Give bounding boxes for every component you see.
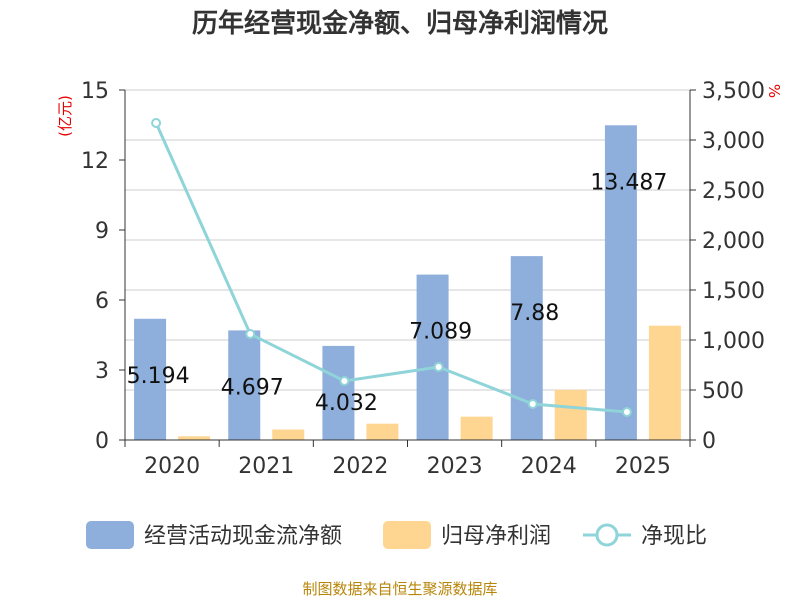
bar-net-profit-2020 xyxy=(178,436,211,440)
legend-label-net-profit: 归母净利润 xyxy=(441,524,551,549)
left-tick-label-1: 3 xyxy=(95,359,109,384)
right-tick-label-7: 3,500 xyxy=(702,79,765,104)
bar-net-profit-2024 xyxy=(554,389,587,440)
legend: 经营活动现金流净额 归母净利润 净现比 xyxy=(86,521,707,549)
data-label-operating-cash-flow-2023: 7.089 xyxy=(409,320,472,345)
left-tick-label-5: 15 xyxy=(81,79,109,104)
cash-ratio-point-2025 xyxy=(621,407,632,417)
bar-operating-cash-flow-2025 xyxy=(604,125,637,440)
x-axis-ticks: 2020 2021 2022 2023 2024 2025 xyxy=(124,440,691,479)
legend-label-cash-ratio: 净现比 xyxy=(641,524,707,549)
x-tick-label-2025: 2025 xyxy=(615,454,671,479)
right-tick-label-5: 2,500 xyxy=(702,179,765,204)
right-tick-label-2: 1,000 xyxy=(702,329,765,354)
right-axis-unit: % xyxy=(765,84,783,98)
bar-net-profit-2023 xyxy=(460,416,493,440)
cash-ratio-line xyxy=(151,118,632,417)
data-label-operating-cash-flow-2025: 13.487 xyxy=(590,170,667,195)
data-labels: 5.194 4.697 4.032 7.089 7.88 13.487 xyxy=(127,170,668,416)
x-tick-label-2023: 2023 xyxy=(427,454,483,479)
bars-operating-cash-flow xyxy=(134,125,637,440)
right-tick-label-3: 1,500 xyxy=(702,279,765,304)
x-tick-label-2020: 2020 xyxy=(144,454,200,479)
cash-ratio-point-2022 xyxy=(339,376,350,386)
right-tick-label-1: 500 xyxy=(702,379,744,404)
source-note: 制图数据来自恒生聚源数据库 xyxy=(302,580,497,598)
cash-ratio-point-2020 xyxy=(151,118,162,128)
cash-ratio-polyline xyxy=(154,122,628,414)
bar-operating-cash-flow-2022 xyxy=(322,345,355,440)
bar-operating-cash-flow-2020 xyxy=(134,318,167,440)
bar-net-profit-2021 xyxy=(272,429,305,440)
x-tick-label-2022: 2022 xyxy=(332,454,388,479)
chart-title: 历年经营现金净额、归母净利润情况 xyxy=(192,8,608,39)
data-label-operating-cash-flow-2020: 5.194 xyxy=(127,364,190,389)
legend-swatch-operating-cash-flow xyxy=(86,521,134,549)
bar-operating-cash-flow-2023 xyxy=(416,274,449,440)
legend-swatch-net-profit xyxy=(383,521,431,549)
left-axis-unit: (亿元) xyxy=(56,95,74,137)
left-axis-ticks: 0 3 6 9 12 15 xyxy=(81,79,125,454)
legend-label-operating-cash-flow: 经营活动现金流净额 xyxy=(144,524,342,549)
bars-net-profit xyxy=(178,325,681,440)
bar-operating-cash-flow-2021 xyxy=(228,330,261,440)
cash-ratio-point-2023 xyxy=(433,362,444,372)
legend-item-cash-ratio[interactable]: 净现比 xyxy=(583,523,707,549)
data-label-operating-cash-flow-2024: 7.88 xyxy=(510,301,559,326)
x-tick-label-2021: 2021 xyxy=(238,454,294,479)
data-label-operating-cash-flow-2021: 4.697 xyxy=(221,375,284,400)
bar-net-profit-2022 xyxy=(366,423,399,440)
left-tick-label-4: 12 xyxy=(81,149,109,174)
right-tick-label-0: 0 xyxy=(702,429,716,454)
gridlines xyxy=(125,89,690,441)
left-tick-label-2: 6 xyxy=(95,289,109,314)
bar-net-profit-2025 xyxy=(648,325,681,440)
cash-ratio-point-2021 xyxy=(245,329,256,339)
right-tick-label-6: 3,000 xyxy=(702,129,765,154)
legend-item-net-profit[interactable]: 归母净利润 xyxy=(383,521,551,549)
legend-marker-cash-ratio xyxy=(595,523,619,547)
bar-operating-cash-flow-2024 xyxy=(510,256,543,440)
right-axis-ticks: 0 500 1,000 1,500 2,000 2,500 3,000 3,500 xyxy=(690,79,765,454)
x-tick-label-2024: 2024 xyxy=(521,454,577,479)
right-tick-label-4: 2,000 xyxy=(702,229,765,254)
cash-ratio-point-2024 xyxy=(527,399,538,409)
legend-item-operating-cash-flow[interactable]: 经营活动现金流净额 xyxy=(86,521,342,549)
left-tick-label-0: 0 xyxy=(95,429,109,454)
data-label-operating-cash-flow-2022: 4.032 xyxy=(315,391,378,416)
left-tick-label-3: 9 xyxy=(95,219,109,244)
